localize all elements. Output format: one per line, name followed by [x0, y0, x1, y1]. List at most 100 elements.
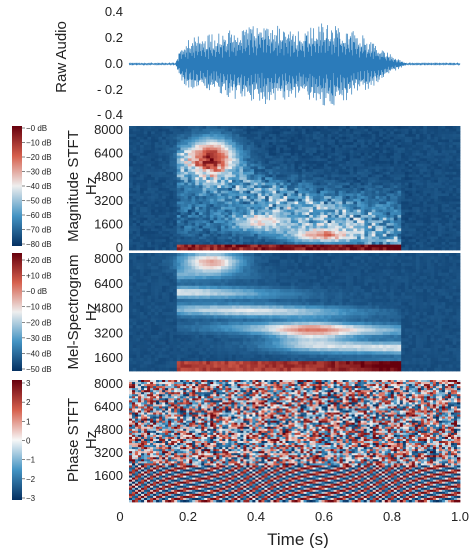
heatmap-cell [334, 244, 340, 248]
heatmap-cell [368, 244, 373, 248]
heatmap-cell [357, 136, 362, 140]
heatmap-cell [327, 161, 332, 165]
heatmap-cell [206, 152, 211, 157]
heatmap-cell [301, 241, 306, 246]
heatmap-cell [390, 177, 395, 181]
heatmap-cell [452, 126, 457, 130]
heatmap-cell [437, 182, 443, 186]
heatmap-cell [162, 247, 167, 251]
heatmap-cell [437, 244, 443, 248]
heatmap-cell [408, 253, 413, 257]
heatmap-cell [143, 212, 148, 216]
heatmap-cell [283, 179, 288, 184]
heatmap-cell [213, 163, 218, 167]
heatmap-cell [136, 209, 141, 213]
heatmap-cell [437, 155, 443, 159]
heatmap-cell [437, 144, 443, 148]
heatmap-cell [294, 171, 299, 175]
heatmap-cell [191, 152, 196, 157]
heatmap-cell [353, 147, 358, 151]
heatmap-cell [368, 256, 373, 260]
heatmap-cell [382, 262, 387, 267]
heatmap-cell [147, 171, 152, 175]
heatmap-cell [412, 171, 417, 175]
heatmap-cell [191, 233, 196, 237]
heatmap-cell [257, 179, 262, 184]
heatmap-cell [349, 198, 354, 202]
heatmap-cell [327, 182, 332, 186]
heatmap-cell [357, 155, 362, 159]
heatmap-cell [294, 152, 299, 157]
heatmap-cell [301, 188, 306, 192]
heatmap-cell [371, 190, 376, 194]
heatmap-cell [184, 128, 189, 132]
heatmap-cell [397, 144, 402, 148]
heatmap-cell [371, 266, 376, 270]
heatmap-cell [143, 182, 148, 186]
heatmap-cell [217, 231, 222, 235]
heatmap-cell [176, 150, 181, 154]
heatmap-cell [272, 193, 277, 197]
heatmap-cell [379, 217, 384, 221]
heatmap-cell [162, 239, 167, 243]
heatmap-cell [434, 209, 439, 213]
heatmap-cell [250, 272, 255, 277]
heatmap-cell [213, 158, 218, 162]
heatmap-cell [390, 169, 395, 173]
heatmap-cell [357, 239, 362, 243]
heatmap-cell [456, 244, 461, 248]
heatmap-cell [298, 212, 303, 216]
heatmap-cell [437, 253, 443, 257]
heatmap-cell [268, 231, 273, 235]
heatmap-cell [239, 136, 244, 140]
heatmap-cell [254, 174, 259, 178]
heatmap-cell [129, 228, 134, 232]
heatmap-cell [357, 233, 362, 237]
heatmap-cell [140, 163, 145, 167]
heatmap-cell [430, 247, 435, 251]
heatmap-cell [412, 190, 417, 194]
heatmap-cell [206, 142, 211, 146]
heatmap-cell [239, 266, 244, 270]
heatmap-cell [441, 142, 446, 146]
heatmap-cell [294, 198, 299, 202]
heatmap-cell [345, 142, 351, 146]
heatmap-cell [404, 188, 409, 192]
heatmap-cell [301, 256, 306, 260]
heatmap-cell [265, 279, 270, 283]
heatmap-cell [265, 144, 270, 148]
heatmap-cell [265, 142, 270, 146]
heatmap-cell [334, 198, 340, 202]
heatmap-cell [250, 131, 255, 135]
heatmap-cell [456, 247, 461, 251]
heatmap-cell [386, 217, 391, 221]
heatmap-cell [404, 134, 409, 138]
heatmap-cell [287, 275, 292, 280]
heatmap-cell [231, 244, 237, 248]
heatmap-cell [312, 247, 317, 251]
heatmap-cell [290, 266, 295, 270]
heatmap-cell [176, 131, 181, 135]
heatmap-cell [276, 158, 281, 162]
heatmap-cell [151, 272, 156, 277]
heatmap-cell [268, 206, 273, 210]
heatmap-cell [345, 136, 351, 140]
heatmap-cell [316, 269, 321, 274]
heatmap-cell [265, 179, 270, 184]
heatmap-cell [169, 136, 174, 140]
heatmap-cell [412, 231, 417, 235]
heatmap-cell [140, 161, 145, 165]
heatmap-cell [165, 228, 170, 232]
heatmap-cell [437, 171, 443, 175]
heatmap-cell [437, 128, 443, 132]
heatmap-cell [265, 155, 270, 159]
heatmap-cell [162, 166, 167, 170]
heatmap-cell [224, 136, 229, 140]
heatmap-cell [173, 150, 178, 154]
heatmap-cell [165, 220, 170, 224]
heatmap-cell [246, 269, 251, 274]
heatmap-cell [261, 193, 266, 197]
heatmap-cell [202, 134, 207, 138]
heatmap-cell [441, 158, 446, 162]
heatmap-cell [209, 185, 214, 189]
